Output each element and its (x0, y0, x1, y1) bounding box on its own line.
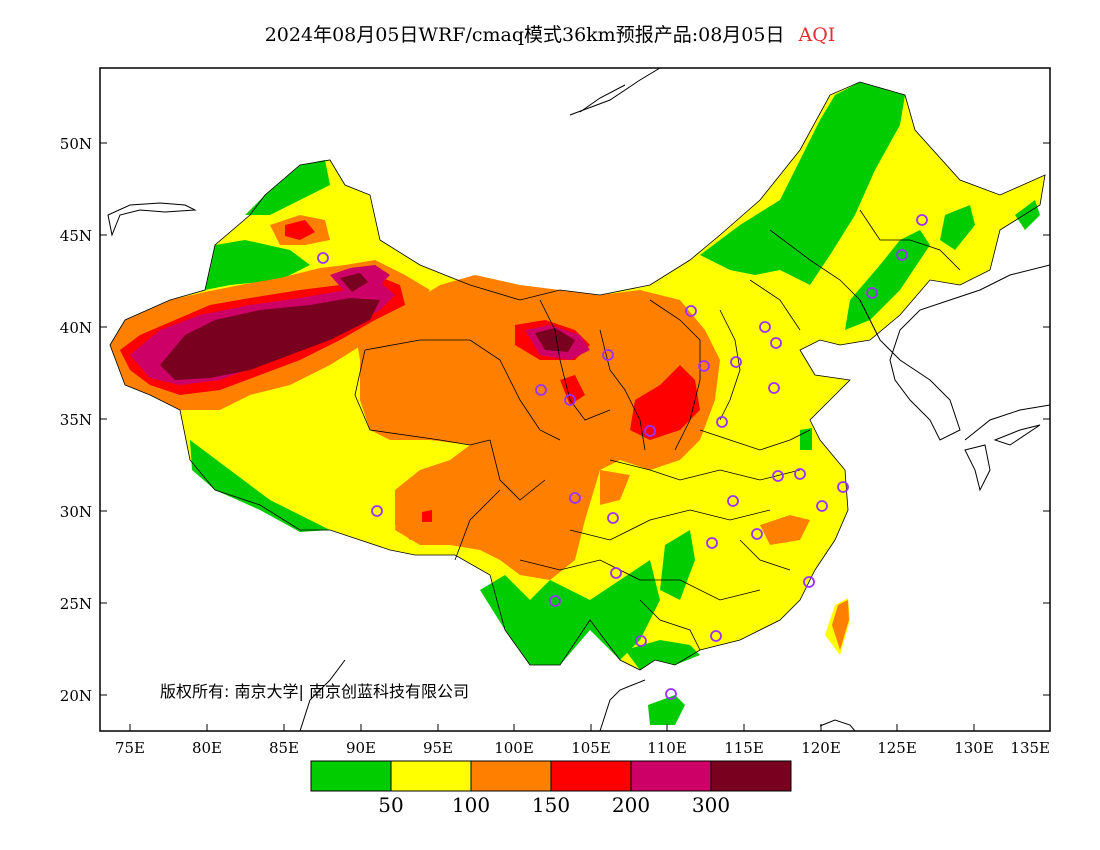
tibet-red (422, 510, 432, 522)
map-frame (99, 67, 1051, 732)
copyright-text: 版权所有: 南京大学| 南京创蓝科技有限公司 (160, 682, 469, 701)
lat-label: 40N (60, 319, 92, 337)
title-aqi-label: AQI (798, 24, 836, 46)
lat-label: 45N (60, 227, 92, 245)
southwest-green (480, 560, 660, 665)
lon-label: 100E (494, 739, 534, 757)
map-title: 2024年08月05日WRF/cmaq模式36km预报产品:08月05日 AQI (0, 20, 1100, 47)
lon-label: 120E (801, 739, 841, 757)
northeast-green (700, 82, 905, 285)
lon-label: 95E (423, 739, 453, 757)
legend-threshold: 50 (378, 793, 403, 817)
lon-label: 105E (571, 739, 611, 757)
east-orange (760, 515, 810, 545)
lat-labels: 50N 45N 40N 35N 30N 25N 20N (60, 135, 92, 705)
legend-swatch-200-300 (630, 760, 712, 792)
turpan-maroon (340, 273, 368, 292)
lon-label: 85E (269, 739, 299, 757)
coastlines (107, 68, 1050, 731)
tibet-orange (395, 465, 470, 540)
lon-label: 80E (192, 739, 222, 757)
lat-label: 20N (60, 687, 92, 705)
north-red (285, 220, 315, 240)
hubei-orange (600, 470, 630, 505)
tibet-south-green (190, 440, 330, 532)
city-markers (317, 214, 928, 700)
lat-label: 35N (60, 411, 92, 429)
legend-threshold: 150 (532, 793, 570, 817)
jiangsu-green (800, 428, 812, 450)
hainan-green (648, 695, 685, 725)
lon-labels: 75E 80E 85E 90E 95E 100E 105E 110E 115E … (115, 739, 1050, 757)
northwest-green-1 (245, 160, 330, 215)
maroon-regions (160, 273, 575, 380)
legend-swatch-0-50 (310, 760, 392, 792)
lat-label: 25N (60, 595, 92, 613)
legend-threshold: 200 (612, 793, 650, 817)
lon-label: 90E (346, 739, 376, 757)
shanxi-red (630, 365, 700, 440)
lon-label: 75E (115, 739, 145, 757)
province-boundaries (109, 81, 1046, 671)
lon-label: 115E (724, 739, 764, 757)
legend-bar (310, 760, 792, 792)
legend-swatch-150-200 (550, 760, 632, 792)
legend-swatch-300-plus (710, 760, 792, 792)
guangdong-green (625, 640, 700, 670)
legend-swatch-50-100 (390, 760, 472, 792)
guangxi-green (660, 530, 695, 600)
jilin-strip-green (940, 205, 975, 250)
taiwan-orange (832, 600, 849, 650)
tarim-maroon (160, 298, 380, 380)
lat-ticks (100, 142, 1050, 696)
green-regions (190, 82, 1040, 670)
gansu-red (560, 375, 585, 405)
title-text: 2024年08月05日WRF/cmaq模式36km预报产品:08月05日 (264, 24, 785, 46)
liaoning-green (845, 230, 930, 330)
legend-threshold: 300 (692, 793, 730, 817)
ningxia-maroon (535, 328, 575, 352)
lon-label: 130E (954, 739, 994, 757)
legend-labels: 50 100 150 200 300 (378, 793, 730, 817)
far-northeast-green (1015, 200, 1040, 230)
lon-label: 135E (1010, 739, 1050, 757)
lon-label: 110E (647, 739, 687, 757)
lon-label: 125E (877, 739, 917, 757)
lat-label: 50N (60, 135, 92, 153)
legend-threshold: 100 (452, 793, 490, 817)
legend-swatch-100-150 (470, 760, 552, 792)
lon-ticks (129, 724, 1051, 731)
lat-label: 30N (60, 503, 92, 521)
map-layers (107, 68, 1050, 731)
